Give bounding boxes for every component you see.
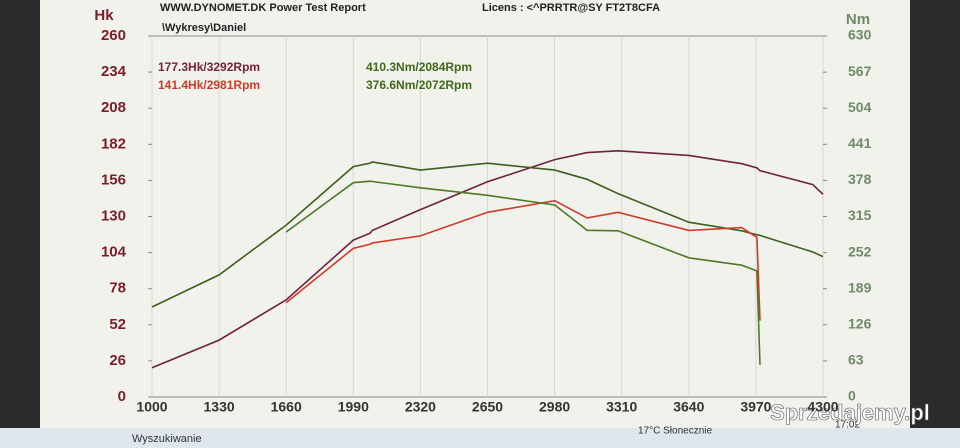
y2-tick-label: 315 bbox=[848, 207, 872, 223]
x-tick-label: 1330 bbox=[204, 399, 235, 415]
annotation: 141.4Hk/2981Rpm bbox=[158, 78, 260, 92]
x-tick-label: 1660 bbox=[271, 399, 302, 415]
x-tick-label: 3640 bbox=[673, 399, 704, 415]
series-line bbox=[285, 199, 761, 321]
y-tick-label: 78 bbox=[109, 280, 126, 297]
taskbar-weather: 17°C Słonecznie bbox=[638, 426, 712, 437]
y-tick-label: 234 bbox=[101, 63, 127, 80]
y2-tick-label: 567 bbox=[848, 63, 872, 79]
y-tick-label: 26 bbox=[109, 352, 126, 369]
y2-tick-label: 0 bbox=[848, 388, 856, 404]
y-tick-label: 52 bbox=[109, 316, 126, 333]
x-tick-label: 2650 bbox=[472, 399, 503, 415]
screen bbox=[40, 0, 910, 428]
y2-tick-label: 189 bbox=[848, 279, 872, 295]
y-tick-label: 130 bbox=[101, 207, 126, 224]
series-line bbox=[151, 149, 824, 369]
x-tick-label: 3970 bbox=[740, 399, 771, 415]
y-tick-label: 182 bbox=[101, 135, 126, 152]
annotation: 376.6Nm/2072Rpm bbox=[366, 78, 472, 92]
y-tick-label: 260 bbox=[101, 27, 126, 44]
y-axis-label: Hk bbox=[94, 7, 114, 24]
y2-tick-label: 63 bbox=[848, 352, 864, 368]
x-tick-label: 2320 bbox=[405, 399, 436, 415]
y2-tick-label: 252 bbox=[848, 243, 872, 259]
x-tick-label: 1990 bbox=[338, 399, 369, 415]
x-tick-label: 1000 bbox=[136, 399, 167, 415]
x-tick-label: 3310 bbox=[606, 399, 637, 415]
y-tick-label: 104 bbox=[101, 244, 127, 261]
taskbar-search[interactable]: Wyszukiwanie bbox=[132, 433, 202, 445]
annotation: 177.3Hk/3292Rpm bbox=[158, 60, 260, 74]
y2-axis-label: Nm bbox=[846, 11, 870, 28]
y2-tick-label: 378 bbox=[848, 171, 872, 187]
y-tick-label: 0 bbox=[118, 388, 126, 405]
y2-tick-label: 441 bbox=[848, 135, 872, 151]
taskbar bbox=[0, 428, 960, 448]
license: Licens : <^PRRTR@SY FT2T8CFA bbox=[482, 2, 660, 14]
taskbar-clock: 17:02 bbox=[835, 420, 860, 431]
y-tick-label: 156 bbox=[101, 171, 126, 188]
y2-tick-label: 630 bbox=[848, 27, 872, 43]
annotation: 410.3Nm/2084Rpm bbox=[366, 60, 472, 74]
chart-title: WWW.DYNOMET.DK Power Test Report bbox=[160, 2, 366, 14]
watermark: Sprzedajemy.pl bbox=[770, 400, 930, 425]
series-line bbox=[151, 161, 824, 308]
x-tick-label: 2980 bbox=[539, 399, 570, 415]
y-tick-label: 208 bbox=[101, 99, 126, 116]
series-line bbox=[285, 180, 761, 365]
x-tick-label: 4300 bbox=[807, 399, 838, 415]
subtitle: \Wykresy\Daniel bbox=[162, 22, 246, 34]
y2-tick-label: 504 bbox=[848, 99, 872, 115]
y2-tick-label: 126 bbox=[848, 316, 872, 332]
